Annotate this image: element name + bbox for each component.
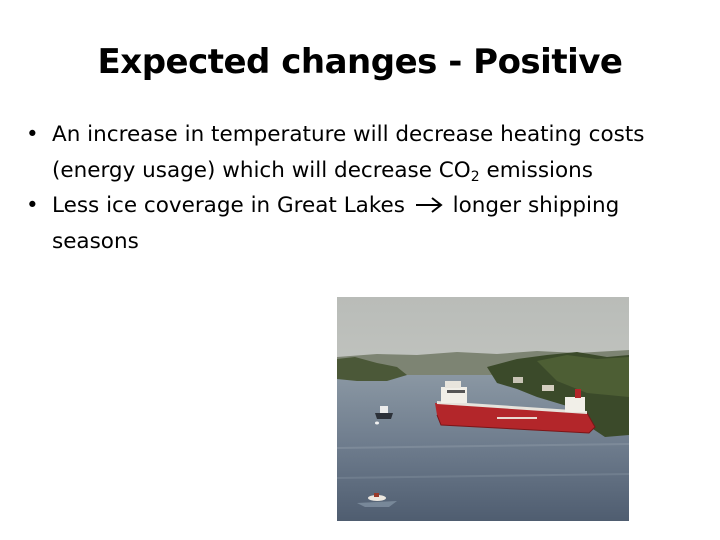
bullet-dot: •: [26, 122, 39, 147]
bullet-text-heating-end: emissions: [479, 157, 593, 183]
bullet-item-shipping: • Less ice coverage in Great Lakes longe…: [24, 188, 696, 259]
bullet-text-shipping: longer shipping seasons: [52, 193, 620, 254]
bullet-item-heating: • An increase in temperature will decrea…: [24, 117, 696, 188]
freighter-photo-image: [337, 297, 629, 521]
slide-title: Expected changes - Positive: [97, 42, 623, 82]
bullet-text-ice: Less ice coverage in Great Lakes: [52, 193, 405, 218]
co2-subscript: 2: [470, 168, 480, 185]
freighter-photo: [337, 297, 629, 521]
bullet-list: • An increase in temperature will decrea…: [24, 117, 696, 259]
bullet-dot: •: [26, 193, 39, 218]
bullet-text-heating: An increase in temperature will decrease…: [52, 122, 645, 183]
right-arrow-icon: [415, 197, 443, 213]
